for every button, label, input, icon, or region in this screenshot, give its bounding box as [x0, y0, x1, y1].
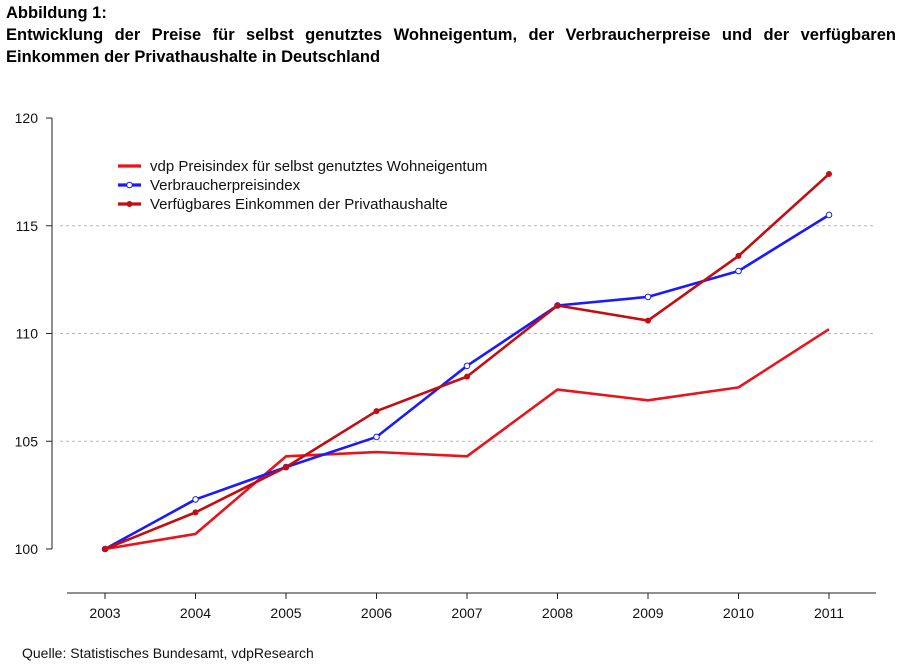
- series-lines: [101, 171, 833, 553]
- series-3-point: [554, 302, 561, 309]
- x-tick-label: 2004: [180, 605, 211, 621]
- x-tick-label: 2010: [723, 605, 754, 621]
- series-2-point: [192, 496, 199, 503]
- series-line-2: [104, 213, 830, 551]
- figure-label: Abbildung 1:: [6, 4, 107, 22]
- x-tick-label: 2009: [632, 605, 663, 621]
- source-note: Quelle: Statistisches Bundesamt, vdpRese…: [22, 645, 314, 661]
- legend-label-3: Verfügbares Einkommen der Privathaushalt…: [150, 196, 448, 213]
- series-2-point: [825, 211, 833, 219]
- figure-title-line-2: Einkommen der Privathaushalte in Deutsch…: [6, 48, 381, 66]
- y-tick-label: 100: [15, 541, 39, 557]
- series-3-point: [826, 171, 832, 178]
- series-3-point: [645, 317, 651, 324]
- series-3-point: [735, 252, 742, 259]
- series-3-point: [192, 509, 199, 516]
- figure-title-line-1: Entwicklung der Preise für selbst genutz…: [6, 26, 896, 44]
- x-tick-label: 2008: [542, 605, 573, 621]
- y-tick-label: 120: [15, 110, 39, 126]
- legend-marker-2: [126, 181, 133, 189]
- x-tick-label: 2006: [361, 605, 392, 621]
- legend-label-2: Verbraucherpreisindex: [150, 177, 301, 194]
- series-2-point: [735, 267, 742, 275]
- legend: vdp Preisindex für selbst genutztes Wohn…: [118, 158, 487, 213]
- figure-heading: Abbildung 1: Entwicklung der Preise für …: [6, 2, 896, 68]
- x-tick-label: 2005: [270, 605, 301, 621]
- legend-label-1: vdp Preisindex für selbst genutztes Wohn…: [150, 158, 487, 175]
- x-tick-label: 2011: [814, 605, 844, 621]
- series-2-point: [373, 433, 380, 441]
- series-2-point: [463, 362, 471, 370]
- y-tick-label: 110: [16, 326, 39, 342]
- series-3-point: [283, 464, 289, 471]
- series-3-point: [464, 373, 470, 380]
- legend-marker-3: [126, 201, 133, 207]
- gridlines: [60, 225, 876, 442]
- series-3-point: [102, 546, 108, 552]
- series-3-point: [373, 408, 380, 415]
- x-tick-label: 2007: [451, 605, 482, 621]
- x-tick-label: 2003: [89, 605, 120, 621]
- y-tick-label: 115: [16, 218, 39, 234]
- series-2-point: [644, 293, 652, 301]
- y-tick-label: 105: [15, 433, 39, 449]
- series-line-1: [104, 328, 830, 551]
- axes: 100 105 110 115 120 2003 2004 2005 2006 2007 2008 2…: [15, 110, 876, 621]
